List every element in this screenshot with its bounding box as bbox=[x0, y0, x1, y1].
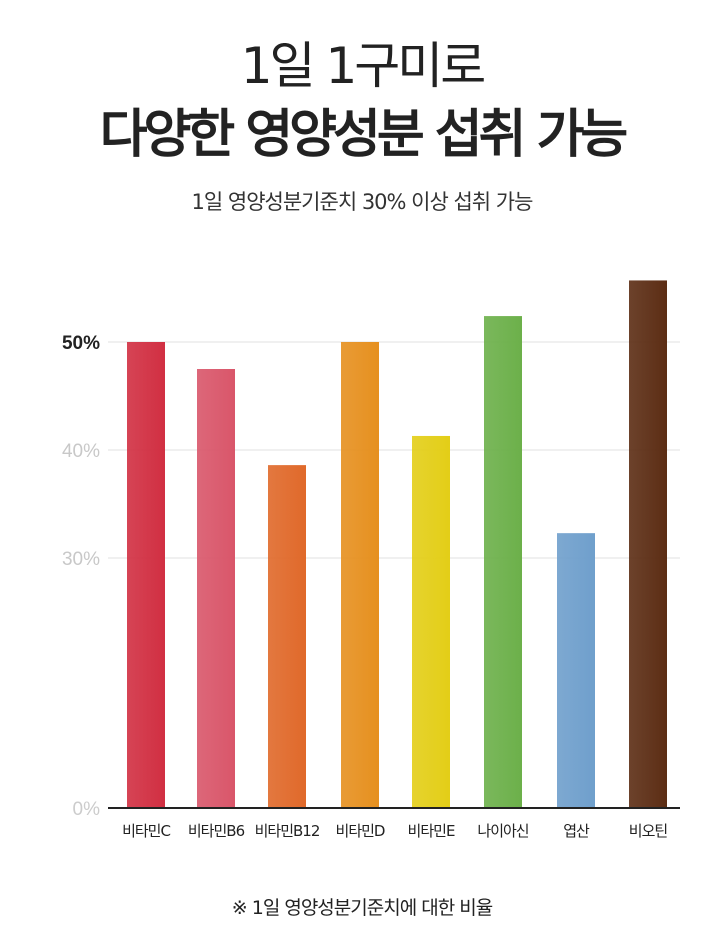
x-tick-label: 비타민B6 bbox=[188, 822, 245, 840]
x-tick-label: 비타민E bbox=[408, 822, 455, 840]
title-line-2: 다양한 영양성분 섭취 가능 bbox=[99, 105, 629, 165]
x-tick-label: 비타민D bbox=[336, 822, 385, 840]
y-tick-label: 0% bbox=[73, 799, 101, 820]
bar-2 bbox=[268, 465, 306, 808]
bar-3 bbox=[341, 342, 379, 808]
bar-5 bbox=[484, 316, 522, 808]
subtitle: 1일 영양성분기준치 30% 이상 섭취 가능 bbox=[191, 190, 534, 214]
x-tick-label: 비오틴 bbox=[629, 822, 668, 840]
y-tick-label: 30% bbox=[62, 549, 100, 570]
x-tick-label: 비타민C bbox=[122, 822, 170, 840]
bar-7 bbox=[629, 280, 667, 808]
y-tick-label: 50% bbox=[62, 333, 100, 354]
bar-6 bbox=[557, 533, 595, 808]
y-tick-label: 40% bbox=[62, 441, 100, 462]
x-tick-label: 비타민B12 bbox=[255, 822, 320, 840]
title-line-1: 1일 1구미로 bbox=[240, 37, 487, 95]
bar-0 bbox=[127, 342, 165, 808]
footnote: ※ 1일 영양성분기준치에 대한 비율 bbox=[231, 897, 493, 919]
x-tick-label: 엽산 bbox=[563, 822, 590, 840]
bar-4 bbox=[412, 435, 450, 808]
bar-chart: 0% 30% 40% 50% 비타민C 비타민B6 비타민B12 비타민D 비타민E 나이아신 엽… bbox=[62, 280, 680, 840]
x-tick-label: 나이아신 bbox=[477, 822, 528, 840]
bar-1 bbox=[197, 369, 235, 808]
